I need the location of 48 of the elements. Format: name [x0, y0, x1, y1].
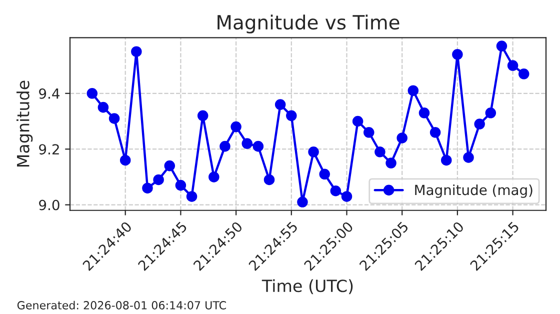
point — [197, 110, 208, 122]
point — [142, 182, 153, 194]
point — [474, 118, 485, 130]
point — [286, 110, 297, 122]
point — [386, 158, 396, 168]
point — [364, 127, 374, 138]
point — [108, 113, 120, 124]
point — [230, 121, 242, 132]
point — [220, 140, 230, 152]
point — [396, 132, 408, 144]
point — [440, 154, 452, 166]
point — [131, 46, 142, 57]
point — [274, 99, 286, 110]
x-axis-title: Time (UTC) — [262, 279, 353, 294]
point — [418, 108, 430, 118]
point — [408, 85, 419, 96]
point — [352, 116, 364, 127]
point — [308, 146, 319, 158]
y-tick-label: 9.0 — [39, 200, 60, 210]
y-axis-title: Magnitude — [16, 80, 33, 167]
point — [485, 108, 496, 118]
point — [164, 160, 176, 172]
chart-title: Magnitude vs Time — [218, 14, 400, 34]
point — [319, 168, 330, 180]
point — [452, 49, 463, 60]
point — [374, 146, 386, 158]
point — [86, 88, 98, 99]
point — [297, 196, 308, 208]
point — [430, 127, 441, 138]
point — [120, 154, 131, 166]
point — [153, 174, 164, 186]
point — [518, 68, 530, 80]
point — [507, 60, 518, 71]
point — [175, 180, 186, 191]
point — [496, 40, 508, 52]
legend-label: Magnitude (mag) — [415, 184, 532, 198]
y-tick-label: 9.2 — [39, 144, 59, 155]
point — [341, 191, 352, 202]
point — [264, 174, 275, 186]
point — [208, 172, 220, 182]
point — [252, 140, 264, 152]
point — [98, 102, 109, 113]
point — [463, 152, 474, 163]
point — [330, 186, 342, 196]
text: Generated: 2026-08-01 06:14:07 UTC — [17, 300, 226, 310]
point — [186, 191, 198, 202]
point — [242, 138, 252, 149]
y-tick-label: 9.4 — [39, 88, 60, 99]
